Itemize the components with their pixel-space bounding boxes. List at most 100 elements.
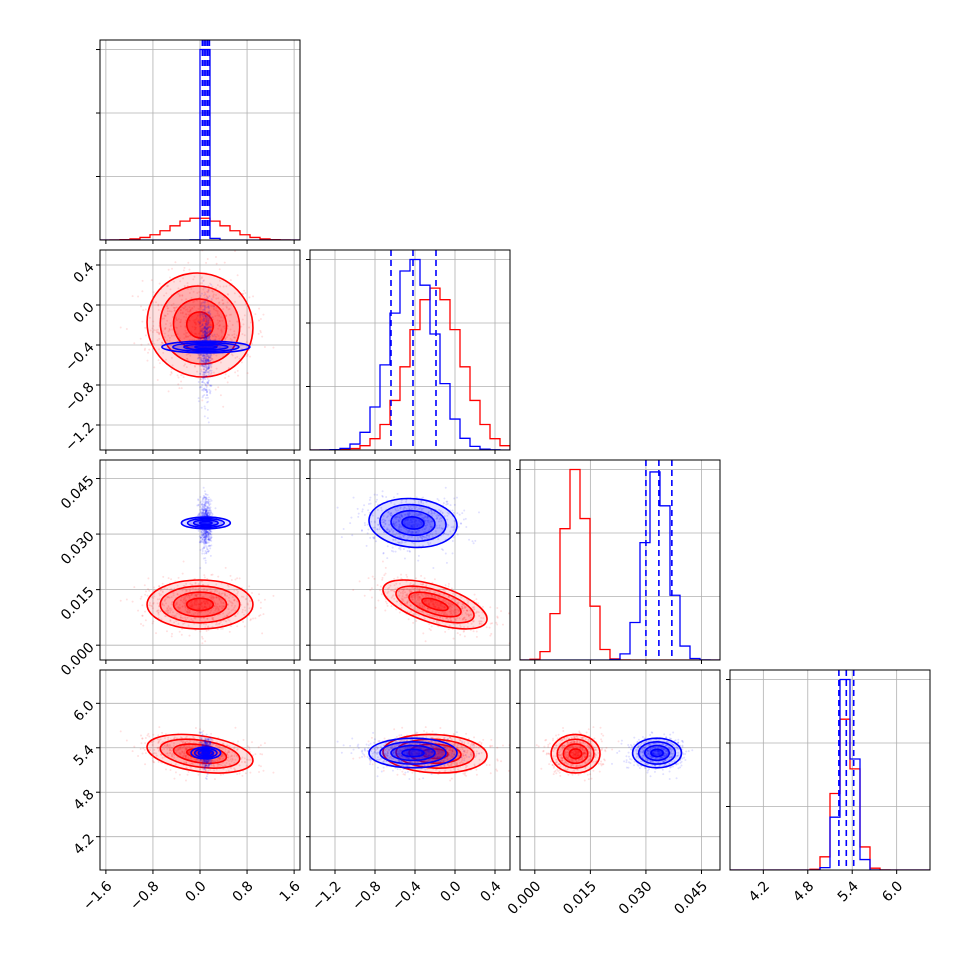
sample-point-0-2-1-120 xyxy=(206,514,209,517)
sample-point-0-2-0-0 xyxy=(272,594,275,597)
sample-point-0-2-0-1002 xyxy=(157,611,160,614)
sample-point-0-2-0-1312 xyxy=(179,614,182,617)
sample-point-0-1-0-548 xyxy=(157,303,160,306)
sample-point-1-2-0-1188 xyxy=(440,602,443,605)
sample-point-0-1-1-180 xyxy=(202,377,205,380)
sample-point-1-2-0-1034 xyxy=(432,605,435,608)
sample-point-0-1-1-736 xyxy=(204,322,207,325)
sample-point-0-1-0-1372 xyxy=(201,282,204,285)
sample-point-0-1-0-722 xyxy=(161,317,164,320)
sample-point-1-2-1-632 xyxy=(390,501,393,504)
sample-point-0-1-1-1108 xyxy=(202,304,205,307)
sample-point-0-2-0-504 xyxy=(175,619,178,622)
sample-point-0-1-1-1270 xyxy=(208,315,211,318)
sample-point-1-2-0-860 xyxy=(429,600,432,603)
sample-point-0-1-1-758 xyxy=(203,338,206,341)
sample-point-1-2-1-520 xyxy=(441,512,444,515)
sample-point-1-2-0-468 xyxy=(389,584,392,587)
sample-point-0-2-0-888 xyxy=(233,589,236,592)
sample-point-1-2-0-512 xyxy=(419,595,422,598)
sample-point-0-2-1-406 xyxy=(208,513,211,516)
sample-point-0-2-0-278 xyxy=(250,591,253,594)
sample-point-0-2-1-68 xyxy=(209,506,212,509)
sample-point-0-1-0-514 xyxy=(207,288,210,291)
sample-point-0-2-1-758 xyxy=(203,536,206,539)
sample-point-0-2-1-894 xyxy=(202,536,205,539)
sample-point-0-1-1-568 xyxy=(207,311,210,314)
sample-point-0-2-1-1000 xyxy=(201,550,204,553)
sample-point-0-2-1-1264 xyxy=(207,538,210,541)
sample-point-0-1-1-582 xyxy=(205,335,208,338)
sample-point-0-1-1-68 xyxy=(209,354,212,357)
sample-point-0-1-0-238 xyxy=(205,319,208,322)
sample-point-1-2-0-660 xyxy=(436,607,439,610)
sample-point-0-1-1-108 xyxy=(205,306,208,309)
sample-point-1-2-0-1154 xyxy=(447,628,450,631)
sample-point-1-2-0-770 xyxy=(465,609,468,612)
sample-point-0-1-0-1228 xyxy=(199,329,202,332)
sample-point-1-2-1-68 xyxy=(403,506,406,509)
sample-point-1-2-1-534 xyxy=(417,523,420,526)
sample-point-0-1-1-274 xyxy=(207,315,210,318)
sample-point-0-1-0-1248 xyxy=(215,335,218,338)
sample-point-0-1-0-84 xyxy=(222,325,225,328)
sample-point-0-2-0-476 xyxy=(221,627,224,630)
sample-point-0-2-0-1124 xyxy=(199,594,202,597)
sample-point-0-2-1-274 xyxy=(207,502,210,505)
sample-point-1-2-1-676 xyxy=(382,552,385,555)
sample-point-1-2-1-280 xyxy=(342,528,345,531)
sample-point-0-1-0-1360 xyxy=(163,332,166,335)
sample-point-0-1-1-1200 xyxy=(205,327,208,330)
sample-point-0-1-0-502 xyxy=(177,287,180,290)
sample-point-0-2-1-392 xyxy=(203,535,206,538)
sample-point-1-2-0-1390 xyxy=(481,605,484,608)
sample-point-0-1-1-14 xyxy=(204,301,207,304)
sample-point-0-2-1-632 xyxy=(207,501,210,504)
sample-point-0-1-0-152 xyxy=(219,361,222,364)
sample-point-0-1-1-778 xyxy=(203,357,206,360)
sample-point-0-2-0-1300 xyxy=(199,603,202,606)
contour-0-1-0-0 xyxy=(185,311,215,339)
sample-point-0-2-1-974 xyxy=(204,504,207,507)
sample-point-0-2-1-514 xyxy=(205,530,208,533)
sample-point-0-2-0-992 xyxy=(182,623,185,626)
sample-point-1-2-1-304 xyxy=(378,528,381,531)
sample-point-0-2-1-286 xyxy=(197,503,200,506)
sample-point-0-1-0-8 xyxy=(185,313,188,316)
sample-point-0-1-0-860 xyxy=(229,328,232,331)
sample-point-0-1-0-38 xyxy=(212,353,215,356)
sample-point-0-2-0-284 xyxy=(234,604,237,607)
sample-point-0-2-0-824 xyxy=(229,574,232,577)
sample-point-0-2-1-140 xyxy=(197,514,200,517)
sample-point-0-2-0-1398 xyxy=(159,610,162,613)
sample-point-1-2-0-840 xyxy=(419,605,422,608)
sample-point-0-1-0-490 xyxy=(125,328,128,331)
sample-point-0-2-1-222 xyxy=(210,499,213,502)
sample-point-0-1-1-784 xyxy=(206,358,209,361)
sample-point-0-1-1-1172 xyxy=(205,328,208,331)
sample-point-1-2-1-838 xyxy=(438,524,441,527)
sample-point-0-2-1-516 xyxy=(198,535,201,538)
sample-point-0-2-0-290 xyxy=(204,626,207,629)
contour-0-2-0-0 xyxy=(185,597,215,612)
sample-point-0-1-1-234 xyxy=(204,330,207,333)
panel-frame-1-2 xyxy=(309,459,511,661)
sample-point-0-1-0-1094 xyxy=(207,327,210,330)
sample-point-0-1-0-304 xyxy=(194,321,197,324)
contour-1-2-0-3 xyxy=(382,579,488,630)
sample-point-1-2-0-0 xyxy=(411,594,414,597)
sample-point-0-1-0-1044 xyxy=(218,301,221,304)
sample-point-0-1-0-828 xyxy=(193,326,196,329)
sample-point-0-1-0-426 xyxy=(205,357,208,360)
sample-point-0-2-1-562 xyxy=(202,532,205,535)
sample-point-0-1-1-232 xyxy=(206,331,209,334)
sample-point-0-1-1-1398 xyxy=(202,355,205,358)
sample-point-0-1-0-568 xyxy=(212,293,215,296)
sample-point-0-1-0-1156 xyxy=(225,314,228,317)
sample-point-0-1-1-338 xyxy=(205,386,208,389)
sample-point-0-1-1-1006 xyxy=(206,360,209,363)
sample-point-0-1-1-532 xyxy=(209,355,212,358)
sample-point-0-1-1-1302 xyxy=(203,372,206,375)
sample-point-0-2-0-1044 xyxy=(218,605,221,608)
sample-point-0-2-0-750 xyxy=(259,601,262,604)
